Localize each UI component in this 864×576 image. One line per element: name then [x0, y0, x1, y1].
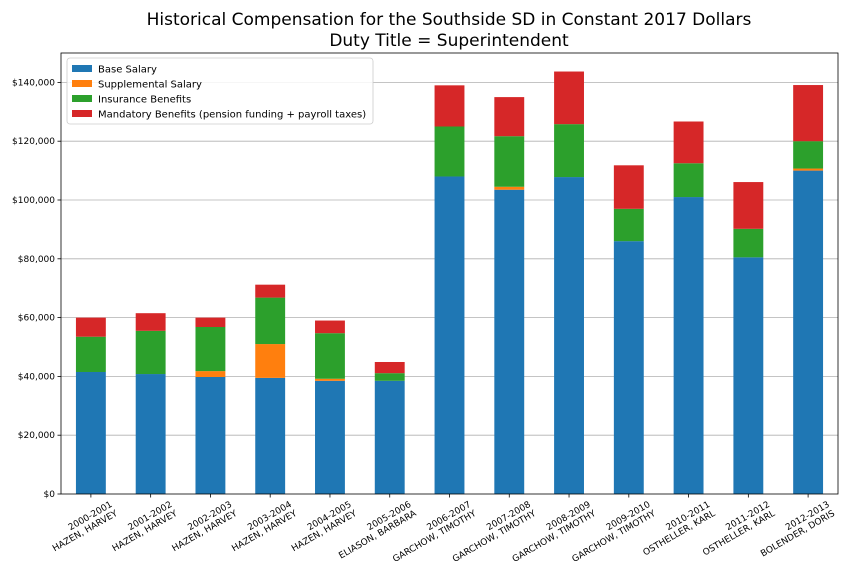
legend-swatch — [72, 95, 92, 102]
bar-insurance-benefits — [315, 333, 345, 379]
bar-mandatory-benefits-pension-funding-payroll-taxes — [75, 317, 106, 337]
bar-supplemental-salary — [793, 168, 824, 171]
legend-swatch — [72, 65, 92, 72]
legend-label: Supplemental Salary — [98, 80, 202, 91]
bar-insurance-benefits — [494, 136, 525, 187]
bar-insurance-benefits — [793, 141, 824, 169]
bar-mandatory-benefits-pension-funding-payroll-taxes — [673, 121, 704, 164]
bar-mandatory-benefits-pension-funding-payroll-taxes — [374, 361, 405, 374]
bar-mandatory-benefits-pension-funding-payroll-taxes — [733, 182, 764, 229]
legend-box — [66, 57, 374, 125]
y-tick-label: $40,000 — [18, 372, 55, 382]
x-tick-label: 2003-2004HAZEN, HARVEY — [225, 500, 299, 555]
x-tick-label: 2002-2003HAZEN, HARVEY — [165, 500, 239, 555]
bar-insurance-benefits — [255, 297, 286, 345]
bar-base-salary — [434, 176, 465, 495]
bar-supplemental-salary — [195, 371, 226, 377]
bar-insurance-benefits — [374, 373, 405, 381]
bar-insurance-benefits — [195, 327, 226, 372]
chart-title: Historical Compensation for the Southsid… — [147, 10, 752, 30]
bar-base-salary — [75, 371, 106, 494]
bar-mandatory-benefits-pension-funding-payroll-taxes — [135, 313, 166, 331]
bar-mandatory-benefits-pension-funding-payroll-taxes — [793, 85, 824, 142]
legend-swatch — [72, 80, 92, 87]
bar-base-salary — [613, 241, 644, 494]
legend-label: Insurance Benefits — [98, 95, 191, 106]
y-tick-label: $0 — [44, 490, 56, 500]
bar-insurance-benefits — [613, 208, 644, 242]
bar-base-salary — [554, 177, 584, 494]
legend-label: Mandatory Benefits (pension funding + pa… — [98, 110, 366, 121]
y-tick-label: $60,000 — [18, 314, 55, 324]
x-axis-ticks: 2000-2001HAZEN, HARVEY 2001-2002HAZEN, HA… — [46, 494, 837, 565]
y-tick-label: $80,000 — [18, 255, 55, 265]
legend-swatch — [72, 110, 92, 117]
bar-base-salary — [195, 376, 226, 494]
bar-base-salary — [255, 377, 286, 494]
y-tick-label: $120,000 — [12, 137, 55, 147]
y-tick-label: $20,000 — [18, 431, 55, 441]
y-tick-label: $140,000 — [12, 78, 55, 88]
x-tick-label: 2000-2001HAZEN, HARVEY — [46, 500, 120, 555]
legend-label: Base Salary — [98, 65, 157, 76]
bar-mandatory-benefits-pension-funding-payroll-taxes — [315, 320, 345, 334]
bar-insurance-benefits — [554, 124, 584, 178]
bar-supplemental-salary — [315, 378, 345, 381]
bar-base-salary — [673, 197, 704, 494]
bar-base-salary — [315, 380, 345, 494]
bar-mandatory-benefits-pension-funding-payroll-taxes — [494, 97, 525, 137]
bar-mandatory-benefits-pension-funding-payroll-taxes — [195, 317, 226, 328]
bar-supplemental-salary — [494, 186, 525, 190]
bar-mandatory-benefits-pension-funding-payroll-taxes — [613, 165, 644, 209]
chart-subtitle: Duty Title = Superintendent — [329, 31, 569, 51]
bar-supplemental-salary — [255, 344, 286, 378]
bar-base-salary — [733, 257, 764, 494]
bar-mandatory-benefits-pension-funding-payroll-taxes — [554, 71, 584, 125]
bar-mandatory-benefits-pension-funding-payroll-taxes — [255, 284, 286, 298]
bars — [75, 71, 824, 495]
bar-insurance-benefits — [135, 330, 166, 375]
bar-insurance-benefits — [75, 336, 106, 372]
bar-base-salary — [374, 380, 405, 494]
bar-base-salary — [135, 374, 166, 494]
bar-base-salary — [793, 170, 824, 494]
bar-base-salary — [494, 189, 525, 494]
x-tick-label: 2001-2002HAZEN, HARVEY — [106, 500, 180, 555]
bar-insurance-benefits — [434, 126, 465, 177]
legend: Base Salary Supplemental Salary Insurance … — [66, 57, 374, 125]
bar-mandatory-benefits-pension-funding-payroll-taxes — [434, 85, 465, 127]
y-axis-ticks: $0 $20,000 $40,000 $60,000 $80,000 $100,000 $1… — [12, 78, 61, 500]
bar-insurance-benefits — [673, 163, 704, 198]
bar-insurance-benefits — [733, 228, 764, 258]
y-tick-label: $100,000 — [12, 196, 55, 206]
